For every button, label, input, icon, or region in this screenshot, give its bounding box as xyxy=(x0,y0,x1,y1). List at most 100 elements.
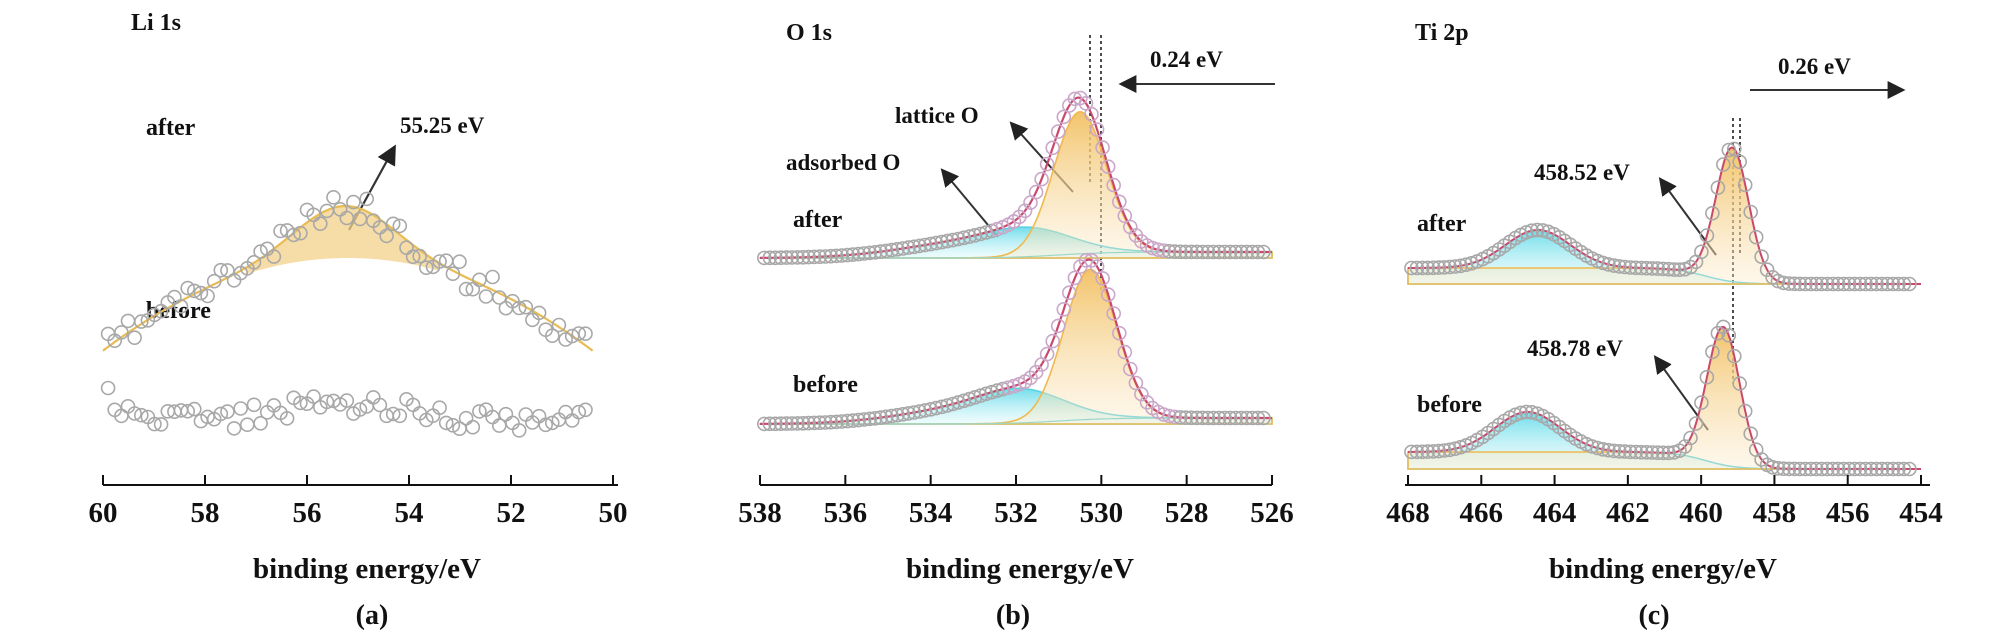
data-point xyxy=(912,238,927,254)
data-point xyxy=(1688,416,1704,431)
data-point xyxy=(967,228,983,243)
panel-a-title: Li 1s xyxy=(131,10,181,36)
data-point xyxy=(890,407,905,423)
data-point xyxy=(878,243,894,259)
data-point xyxy=(845,413,861,428)
x-tick-label: 468 xyxy=(1386,497,1430,529)
data-point xyxy=(1902,276,1917,292)
data-point xyxy=(100,380,116,396)
panel-c-after-peak-annotation: 458.52 eV xyxy=(1534,160,1630,185)
data-point xyxy=(795,415,811,431)
data-point xyxy=(1415,444,1430,460)
data-point xyxy=(571,326,587,341)
data-point xyxy=(1798,276,1813,292)
data-point xyxy=(768,250,783,266)
data-point xyxy=(1595,441,1611,457)
data-point xyxy=(934,399,950,415)
data-point xyxy=(1754,452,1769,467)
data-point xyxy=(306,389,321,404)
data-point xyxy=(1633,444,1649,460)
data-point xyxy=(1056,109,1072,125)
data-point xyxy=(756,250,772,266)
data-point xyxy=(312,216,328,231)
data-point xyxy=(1112,325,1127,341)
data-point xyxy=(1442,442,1457,458)
data-point xyxy=(134,314,149,329)
data-point xyxy=(995,381,1011,397)
panel-a: Li 1s after before 55.25 eV 60 58 56 54 52 50… xyxy=(89,10,628,631)
data-point xyxy=(1787,276,1802,292)
data-point xyxy=(1743,204,1758,220)
data-point xyxy=(1732,376,1747,391)
data-point xyxy=(1885,276,1901,292)
panel-b-adsorbed-o-label: adsorbed O xyxy=(786,150,900,175)
data-point xyxy=(1770,460,1786,476)
data-point xyxy=(1699,228,1715,243)
data-point xyxy=(790,416,805,431)
data-point xyxy=(418,260,434,276)
data-point xyxy=(1639,260,1654,276)
data-point xyxy=(1759,262,1775,278)
data-point xyxy=(1601,442,1616,458)
data-point xyxy=(1814,461,1830,477)
data-point xyxy=(1426,444,1441,459)
data-point xyxy=(200,288,215,304)
data-point xyxy=(1830,276,1846,292)
data-point xyxy=(1195,244,1210,260)
data-point xyxy=(1699,369,1715,385)
data-point xyxy=(1442,259,1457,275)
data-point xyxy=(1234,410,1249,426)
data-point xyxy=(1743,426,1758,442)
data-point xyxy=(452,254,467,270)
data-point xyxy=(1039,346,1055,362)
data-point xyxy=(1798,461,1813,477)
data-point xyxy=(1792,276,1808,292)
data-point xyxy=(762,416,778,432)
data-point xyxy=(851,412,866,428)
data-point xyxy=(1792,461,1808,477)
data-point xyxy=(518,299,534,315)
panel-b-title: O 1s xyxy=(786,20,832,46)
data-point xyxy=(817,249,833,264)
data-point xyxy=(1245,244,1260,260)
data-point xyxy=(1195,410,1210,426)
x-tick-label: 56 xyxy=(293,497,322,529)
data-point xyxy=(906,239,922,255)
data-point xyxy=(1896,276,1912,292)
data-point xyxy=(1437,443,1452,458)
data-point xyxy=(1245,410,1260,426)
data-point xyxy=(213,262,229,278)
data-point xyxy=(1825,276,1841,292)
data-point xyxy=(806,415,822,431)
data-point xyxy=(1404,444,1419,460)
data-point xyxy=(1217,410,1232,426)
x-tick-label: 532 xyxy=(994,497,1038,529)
data-point xyxy=(1628,444,1644,460)
data-point xyxy=(1809,461,1824,477)
data-point xyxy=(1836,276,1851,292)
data-point xyxy=(884,408,900,424)
data-point xyxy=(1250,410,1266,426)
data-point xyxy=(1847,276,1862,292)
panel-c-before-spectrum xyxy=(1404,319,1921,477)
data-point xyxy=(127,406,142,421)
data-point xyxy=(544,328,560,344)
panel-b-before-spectrum xyxy=(756,252,1273,432)
data-point xyxy=(180,280,195,296)
data-point xyxy=(385,216,401,232)
data-point xyxy=(1409,260,1425,276)
x-tick-label: 530 xyxy=(1080,497,1124,529)
data-point xyxy=(1721,142,1737,158)
data-point xyxy=(1666,262,1682,277)
data-point xyxy=(1748,229,1764,245)
data-point xyxy=(1524,223,1540,238)
data-point xyxy=(1727,141,1742,157)
data-point xyxy=(784,416,800,431)
data-point xyxy=(823,248,839,264)
data-point xyxy=(266,249,282,264)
data-point xyxy=(114,325,129,340)
data-point xyxy=(951,231,966,247)
data-point xyxy=(187,401,202,417)
x-tick-label: 50 xyxy=(599,497,628,529)
data-point xyxy=(1256,244,1271,260)
